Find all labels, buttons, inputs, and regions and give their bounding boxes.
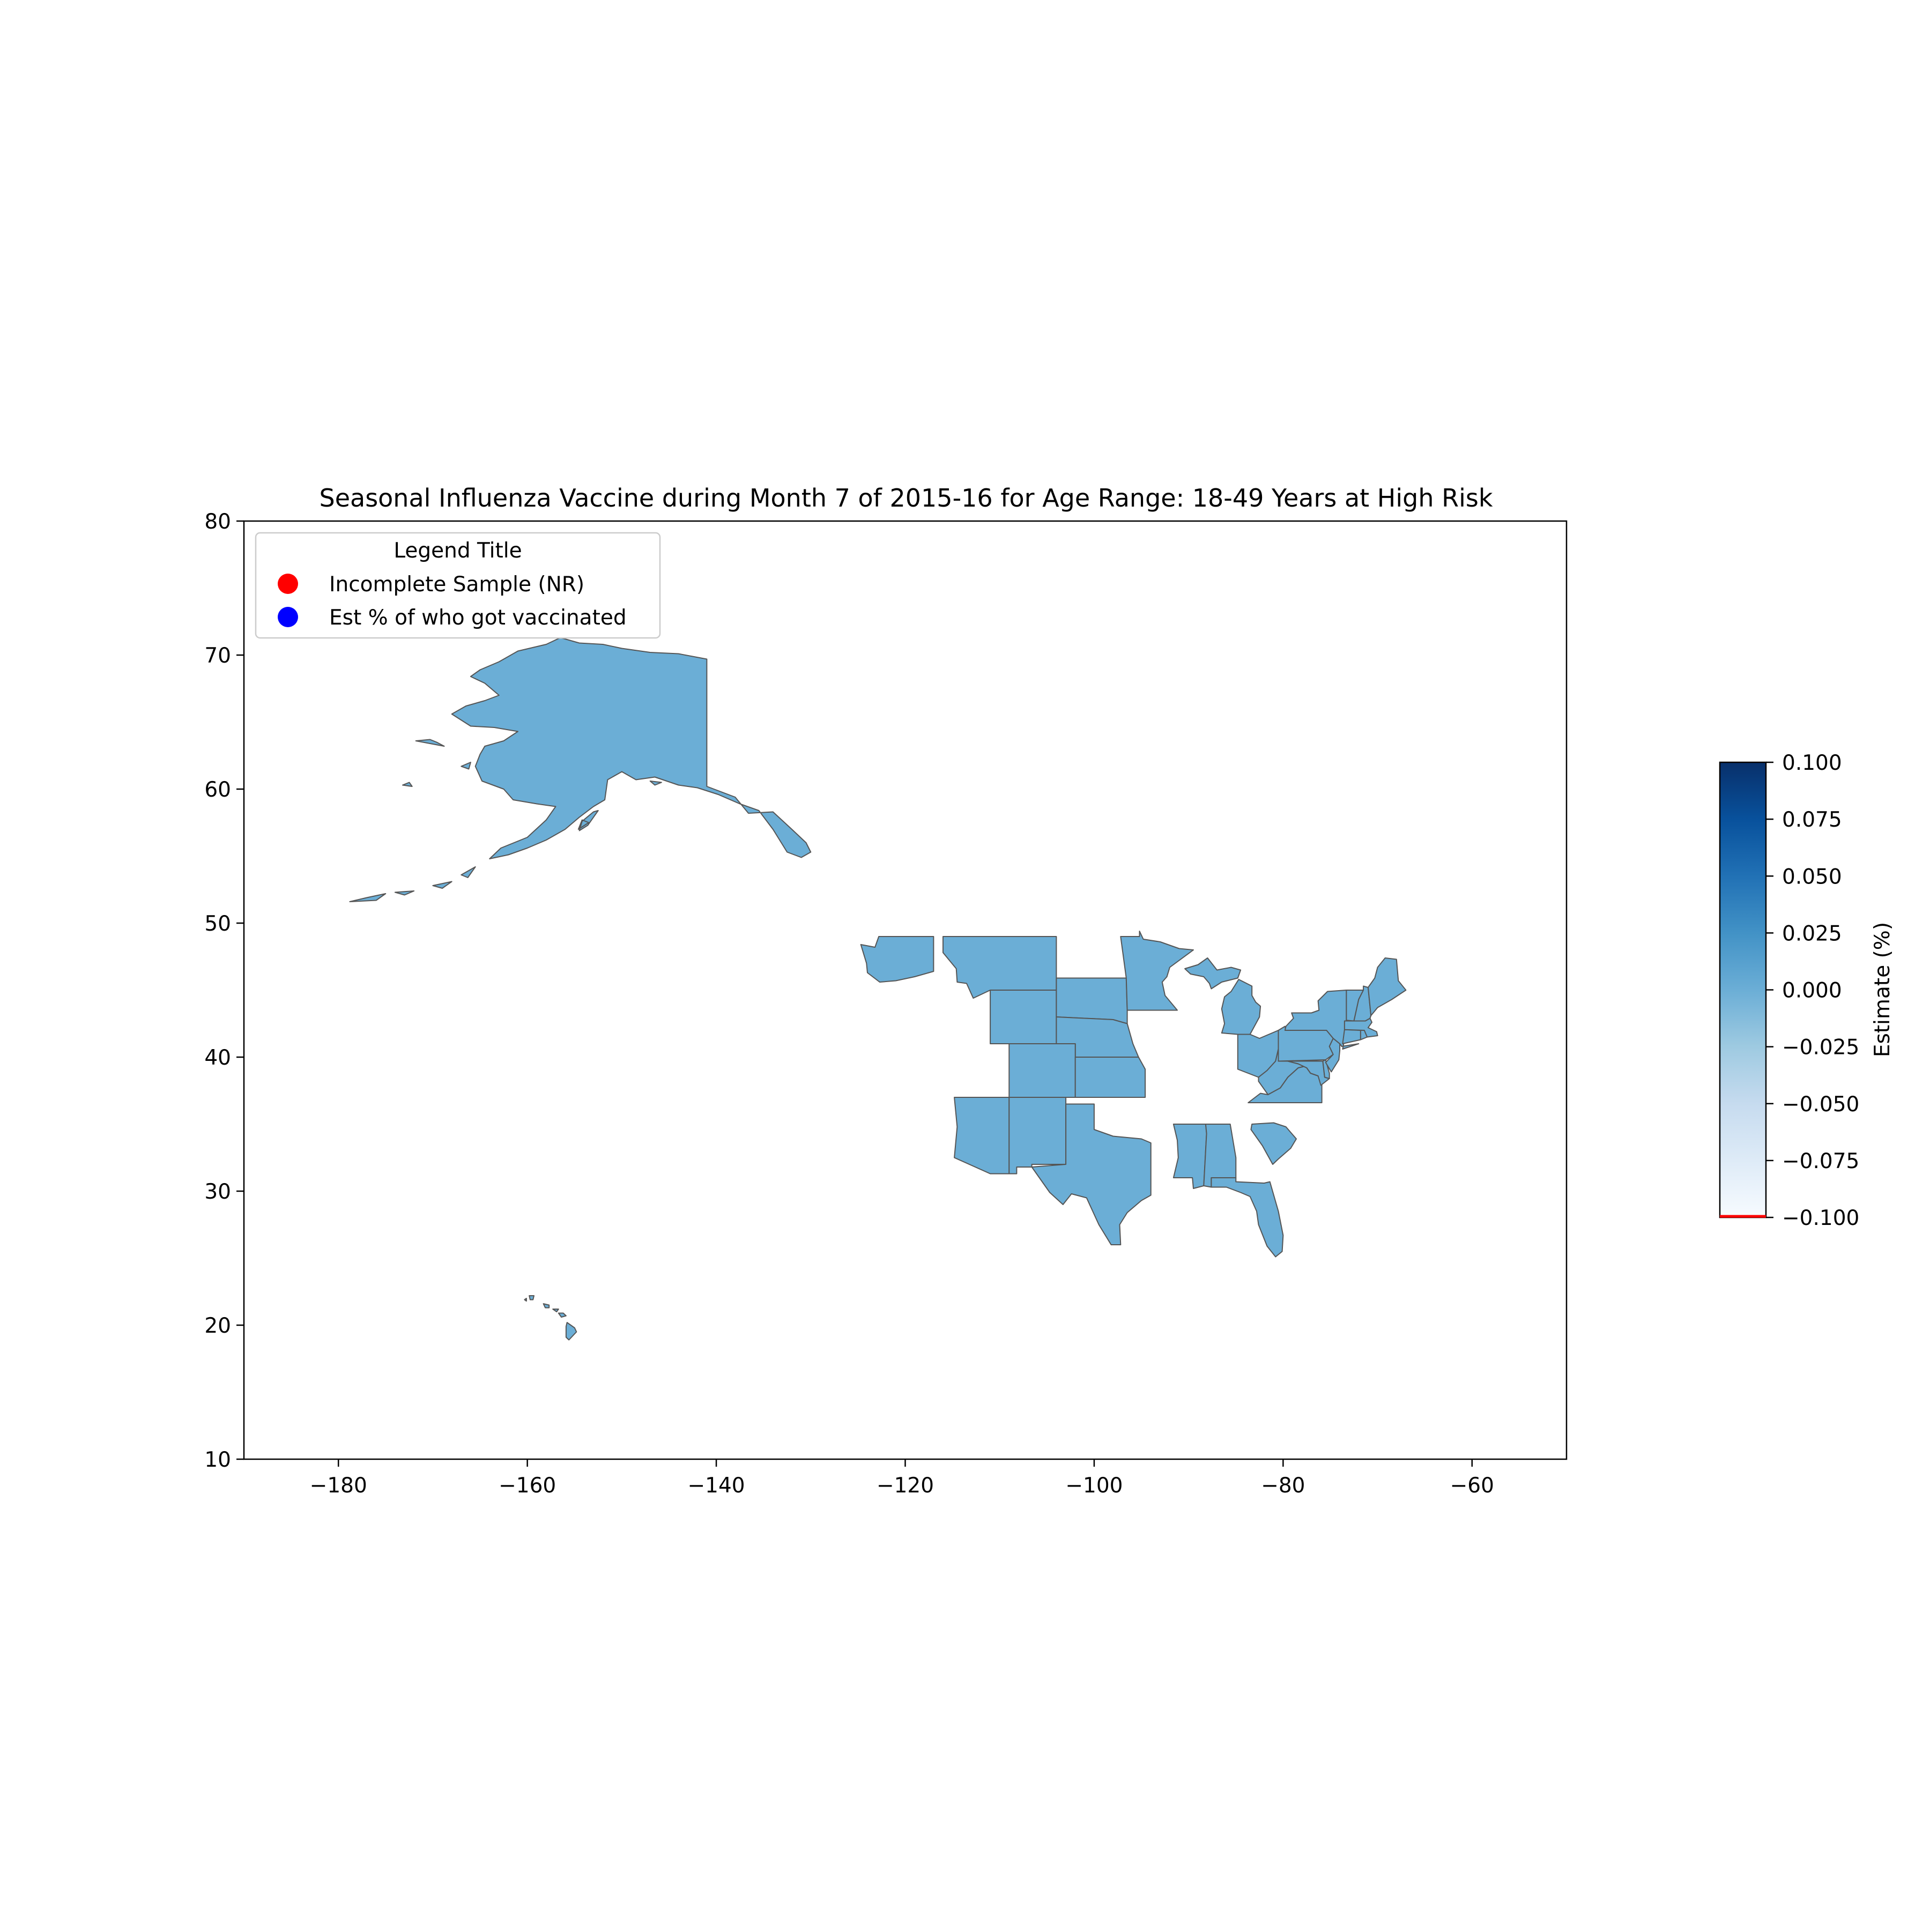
y-tick-label: 80 <box>204 510 231 534</box>
x-tick-label: −160 <box>499 1474 556 1498</box>
colorbar-tick-label: −0.075 <box>1782 1149 1859 1173</box>
colorbar-ticks: 0.100 0.075 0.050 0.025 0.000 −0.025 −0.050 −0.… <box>1766 751 1859 1230</box>
legend-box <box>255 532 661 639</box>
y-axis: 10 20 30 40 50 60 70 80 <box>204 510 244 1472</box>
state-pennsylvania <box>1278 1026 1334 1062</box>
chart-title: Seasonal Influenza Vaccine during Month … <box>320 484 1493 512</box>
y-tick-label: 60 <box>204 778 231 802</box>
state-hawaii <box>524 1295 577 1341</box>
colorbar-tick-label: 0.100 <box>1782 751 1842 775</box>
state-connecticut <box>1342 1029 1361 1044</box>
state-wyoming <box>990 990 1057 1044</box>
state-washington <box>860 936 934 983</box>
state-colorado <box>1008 1043 1076 1098</box>
state-south-carolina <box>1250 1122 1297 1165</box>
state-mississippi <box>1172 1124 1207 1189</box>
x-tick-label: −100 <box>1065 1474 1123 1498</box>
state-delaware <box>1322 1059 1330 1079</box>
colorbar-tick-label: 0.050 <box>1782 865 1842 889</box>
state-florida <box>1211 1177 1284 1258</box>
legend: Legend Title Incomplete Sample (NR) Est … <box>255 532 661 639</box>
colorbar: 0.100 0.075 0.050 0.025 0.000 −0.025 −0.050 −0.… <box>1719 751 1895 1230</box>
legend-marker-incomplete-sample <box>278 574 298 594</box>
y-tick-label: 10 <box>204 1448 231 1472</box>
state-michigan <box>1184 957 1261 1035</box>
legend-label-est-vaccinated: Est % of who got vaccinated <box>329 606 627 630</box>
state-south-dakota <box>1056 977 1128 1024</box>
x-tick-label: −80 <box>1261 1474 1305 1498</box>
colorbar-tick-label: −0.100 <box>1782 1206 1859 1230</box>
colorbar-tick-label: −0.050 <box>1782 1093 1859 1117</box>
state-alaska <box>349 637 812 902</box>
state-montana <box>942 936 1057 999</box>
states-layer <box>349 637 1407 1341</box>
state-minnesota <box>1120 931 1194 1011</box>
y-tick-label: 50 <box>204 912 231 936</box>
colorbar-tick-label: 0.000 <box>1782 979 1842 1003</box>
state-kansas <box>1074 1057 1146 1098</box>
x-axis: −180 −160 −140 −120 −100 −80 −60 <box>310 1459 1494 1498</box>
colorbar-tick-label: 0.075 <box>1782 808 1842 832</box>
state-texas <box>1031 1103 1152 1245</box>
x-tick-label: −140 <box>688 1474 745 1498</box>
y-tick-label: 40 <box>204 1046 231 1070</box>
x-tick-label: −60 <box>1450 1474 1494 1498</box>
y-tick-label: 20 <box>204 1314 231 1338</box>
x-tick-label: −120 <box>877 1474 934 1498</box>
colorbar-label: Estimate (%) <box>1870 922 1895 1057</box>
legend-label-incomplete-sample: Incomplete Sample (NR) <box>329 573 584 597</box>
y-tick-label: 30 <box>204 1180 231 1204</box>
state-arizona <box>954 1097 1010 1175</box>
x-tick-label: −180 <box>310 1474 367 1498</box>
state-maine <box>1367 957 1407 1016</box>
legend-marker-est-vaccinated <box>278 607 298 627</box>
colorbar-gradient <box>1719 761 1767 1218</box>
colorbar-tick-label: −0.025 <box>1782 1036 1859 1060</box>
y-tick-label: 70 <box>204 644 231 668</box>
colorbar-tick-label: 0.025 <box>1782 922 1842 946</box>
state-new-mexico <box>1008 1097 1067 1175</box>
legend-title: Legend Title <box>394 539 522 563</box>
